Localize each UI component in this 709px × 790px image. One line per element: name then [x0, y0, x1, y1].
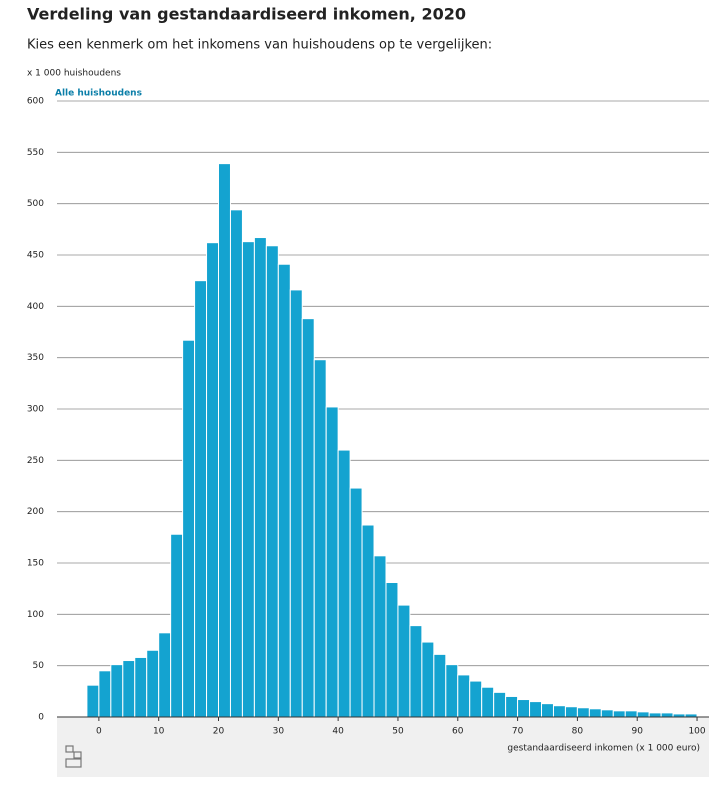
x-tick-label: 80	[572, 727, 584, 737]
y-tick-label: 600	[27, 97, 44, 107]
bar	[265, 245, 279, 718]
chart-title: Verdeling van gestandaardiseerd inkomen,…	[27, 5, 466, 24]
y-tick-label: 500	[27, 199, 44, 209]
bar	[277, 263, 291, 718]
bar	[253, 237, 267, 718]
bar	[337, 449, 351, 718]
bar	[349, 487, 363, 718]
bar	[469, 680, 483, 718]
bar	[158, 632, 172, 718]
x-tick-label: 10	[153, 727, 165, 737]
legend-entry: Alle huishoudens	[55, 89, 142, 99]
bar	[182, 339, 196, 718]
bar	[445, 664, 459, 718]
bar	[206, 242, 220, 718]
bar	[612, 710, 626, 718]
bar	[122, 660, 136, 718]
bar	[170, 533, 184, 718]
y-tick-label: 100	[27, 610, 44, 620]
bar	[409, 625, 423, 718]
logo	[65, 745, 82, 768]
bar	[564, 706, 578, 718]
bar	[218, 163, 231, 718]
x-tick-label: 100	[688, 727, 705, 737]
y-tick-label: 450	[27, 251, 44, 261]
y-tick-label: 350	[27, 353, 44, 363]
y-axis-label: x 1 000 huishoudens	[27, 69, 121, 79]
y-tick-label: 50	[33, 661, 45, 671]
bar	[517, 699, 531, 718]
bar	[241, 241, 255, 718]
y-tick-label: 250	[27, 456, 44, 466]
bar	[648, 712, 662, 718]
x-tick-label: 70	[512, 727, 524, 737]
bar	[433, 653, 447, 718]
bar	[552, 705, 566, 718]
x-tick-label: 90	[631, 727, 643, 737]
bar	[457, 674, 471, 718]
bar	[588, 708, 602, 718]
bar	[361, 524, 375, 718]
bar	[301, 318, 315, 718]
bar	[660, 712, 674, 718]
bar	[134, 656, 148, 718]
bar	[493, 691, 507, 718]
bar	[385, 582, 399, 718]
bar	[98, 670, 112, 718]
bar	[194, 280, 208, 718]
x-tick-label: 0	[96, 727, 102, 737]
x-tick-label: 60	[452, 727, 464, 737]
bar	[636, 711, 650, 718]
bar	[421, 641, 435, 718]
bar	[624, 710, 638, 718]
y-tick-label: 200	[27, 507, 44, 517]
bar	[481, 686, 495, 718]
bar	[541, 703, 554, 718]
bar	[373, 555, 387, 718]
chart-subtitle: Kies een kenmerk om het inkomens van hui…	[27, 38, 492, 53]
x-tick-label: 20	[213, 727, 225, 737]
x-tick-label: 50	[392, 727, 404, 737]
y-tick-label: 150	[27, 559, 44, 569]
x-axis-label: gestandaardiseerd inkomen (x 1 000 euro)	[507, 744, 700, 754]
bar	[397, 604, 411, 718]
bar	[229, 209, 243, 718]
y-tick-label: 300	[27, 405, 44, 415]
bar	[529, 701, 543, 718]
bar	[313, 359, 327, 718]
bar	[86, 684, 100, 718]
bar	[325, 406, 339, 718]
x-axis-panel	[57, 717, 709, 777]
y-tick-label: 550	[27, 148, 44, 158]
y-tick-label: 400	[27, 302, 44, 312]
x-tick-label: 40	[332, 727, 344, 737]
y-tick-label: 0	[38, 713, 44, 723]
bar	[146, 649, 160, 718]
bar	[505, 695, 519, 718]
bar	[600, 709, 614, 718]
bar	[289, 289, 303, 718]
x-tick-label: 30	[273, 727, 285, 737]
bar	[110, 664, 124, 718]
bar	[576, 707, 590, 718]
